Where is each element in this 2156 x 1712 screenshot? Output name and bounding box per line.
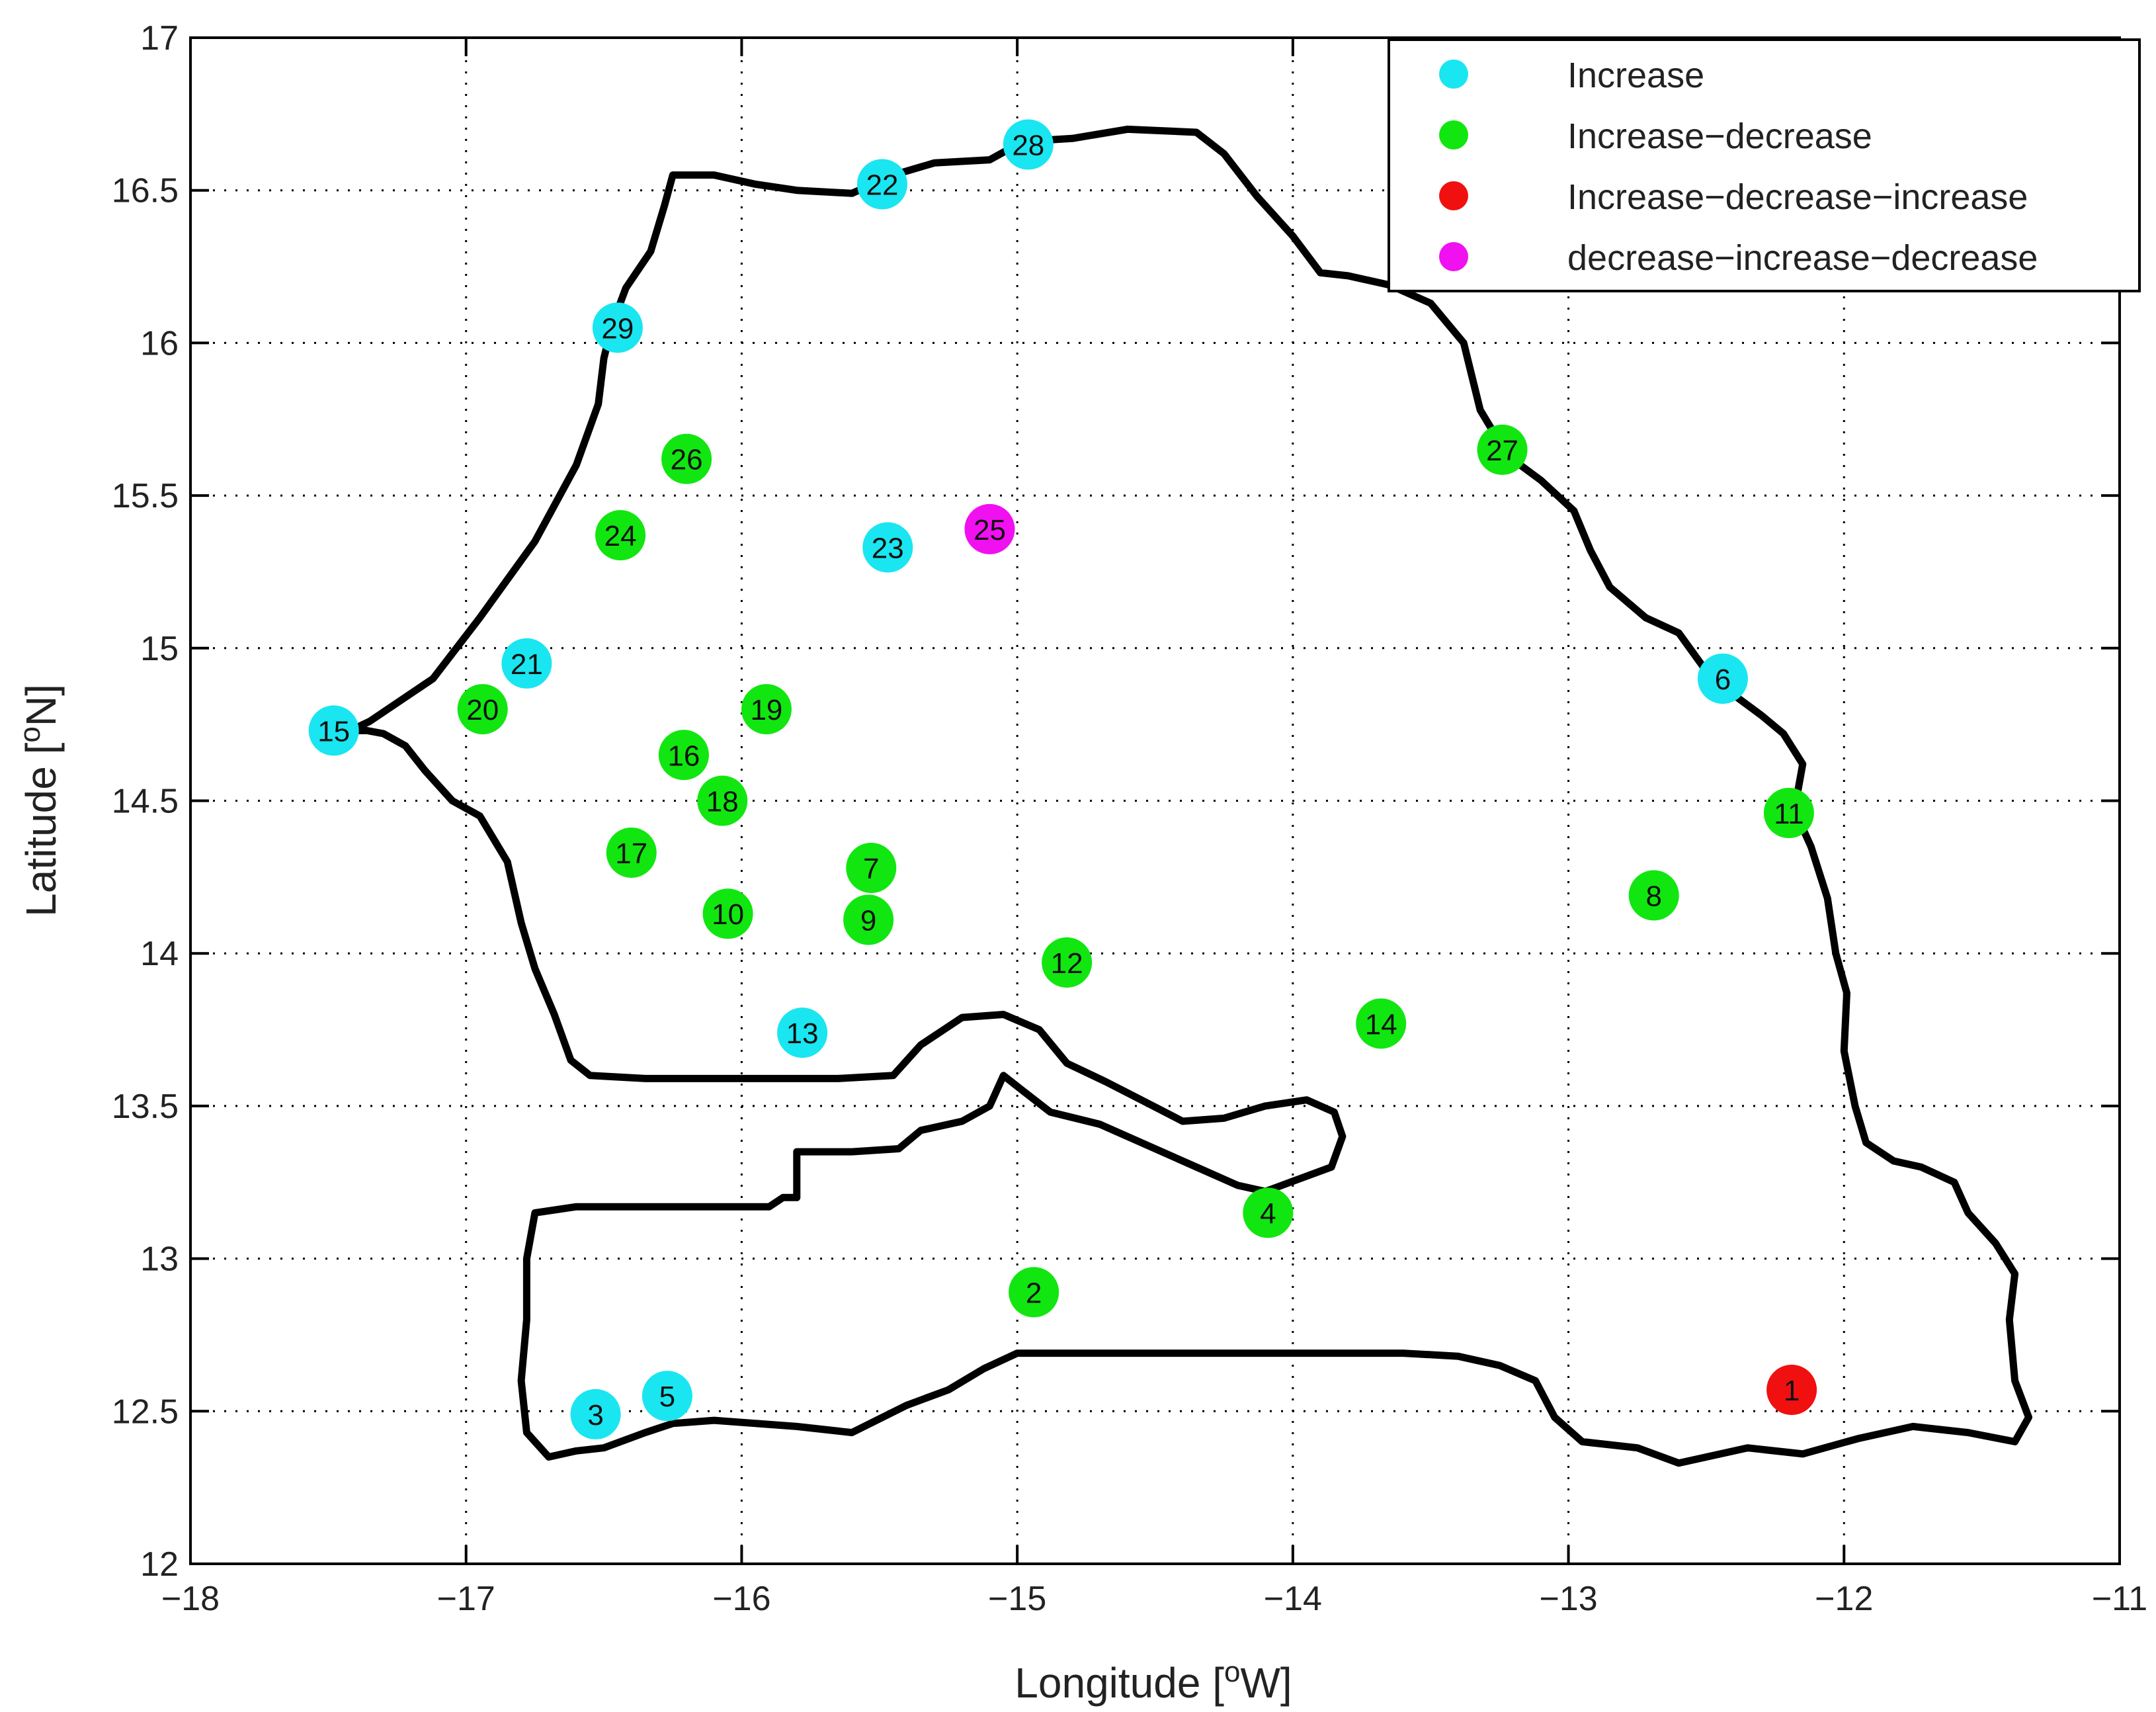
y-tick-label: 14 [140,935,179,973]
data-points: 3561315212223282924789101112141617181920… [308,119,1817,1439]
y-tick-label: 15.5 [112,477,179,515]
x-tick-label: −17 [437,1580,495,1618]
y-tick-label: 14.5 [112,783,179,821]
y-tick-label: 16 [140,324,179,363]
legend-label: Increase−decrease−increase [1567,177,2028,217]
x-tick-label: −13 [1539,1580,1597,1618]
legend-label: Increase [1567,56,1704,95]
station-label: 28 [1012,129,1044,161]
y-tick-label: 12 [140,1545,179,1584]
station-marker [862,522,913,573]
y-axis-label: Latitude [oN] [14,684,65,917]
station-marker [1763,787,1814,838]
legend-marker [1439,120,1468,150]
station-label: 10 [712,898,744,931]
station-marker [570,1389,621,1439]
station-marker [658,730,709,781]
y-tick-label: 12.5 [112,1392,179,1431]
station-marker [501,638,552,689]
station-label: 13 [786,1017,819,1050]
station-label: 5 [659,1381,675,1413]
station-marker [964,503,1015,554]
station-label: 1 [1784,1375,1800,1407]
x-tick-labels: −18 −17 −16 −15 −14 −13 −12 −11 [161,1580,2147,1618]
station-label: 21 [511,648,543,681]
station-label: 18 [706,786,739,818]
station-marker [741,684,792,735]
station-label: 6 [1715,663,1731,696]
x-tick-label: −11 [2092,1580,2147,1618]
station-label: 22 [866,169,898,201]
station-label: 4 [1260,1197,1276,1230]
station-marker [1243,1187,1294,1238]
station-label: 12 [1051,947,1083,980]
station-marker [457,684,508,735]
legend-marker [1439,242,1468,271]
station-marker [1628,870,1679,921]
station-marker [642,1371,692,1422]
legend-items: Increase Increase−decrease Increase−decrea… [1439,56,2038,278]
station-marker [592,302,643,353]
x-tick-label: −18 [161,1580,220,1618]
x-tick-label: −16 [712,1580,770,1618]
station-label: 25 [974,514,1006,546]
legend: Increase Increase−decrease Increase−decrea… [1388,38,2141,292]
station-label: 17 [615,837,647,870]
station-label: 2 [1026,1277,1042,1309]
station-label: 20 [466,694,499,726]
y-tick-label: 13.5 [112,1088,179,1126]
station-marker [661,433,712,484]
legend-marker [1439,60,1468,89]
station-marker [1697,653,1748,704]
station-label: 11 [1774,798,1804,830]
station-label: 9 [860,904,876,937]
station-marker [1009,1267,1059,1318]
station-marker [606,827,657,878]
y-tick-label: 16.5 [112,172,179,210]
station-marker [856,159,907,210]
station-label: 24 [604,520,637,552]
senegal-border [347,125,2032,1467]
station-marker [1003,119,1054,170]
station-marker [846,843,897,894]
station-marker [1356,998,1407,1049]
station-label: 29 [601,312,634,345]
station-label: 23 [872,533,904,565]
x-tick-label: −14 [1264,1580,1322,1618]
x-tick-label: −15 [988,1580,1046,1618]
station-label: 19 [750,694,782,726]
country-outline [347,125,2032,1467]
station-label: 16 [667,740,700,772]
y-tick-label: 15 [140,630,179,668]
station-label: 14 [1365,1008,1397,1041]
x-tick-label: −12 [1815,1580,1873,1618]
station-label: 15 [317,715,350,748]
legend-marker [1439,181,1468,210]
station-marker [702,888,753,939]
station-marker [843,894,894,945]
station-marker [308,705,359,756]
y-tick-labels: 12 12.5 13 13.5 14 14.5 15 15.5 16 16.5 17 [112,19,179,1584]
station-marker [777,1007,828,1058]
station-marker [1042,937,1093,988]
station-label: 8 [1646,880,1662,913]
legend-box [1388,38,2141,292]
station-label: 27 [1486,435,1518,467]
y-tick-label: 13 [140,1240,179,1279]
legend-label: Increase−decrease [1567,116,1872,156]
station-marker [1766,1365,1817,1416]
legend-label: decrease−increase−decrease [1567,238,2038,278]
station-label: 7 [863,853,879,885]
station-marker [1477,424,1528,475]
x-axis-label: Longitude [oW] [1015,1656,1292,1707]
station-label: 3 [587,1399,603,1432]
station-label: 26 [671,444,703,476]
station-marker [595,510,646,561]
y-tick-label: 17 [140,19,179,58]
station-marker [697,775,748,826]
